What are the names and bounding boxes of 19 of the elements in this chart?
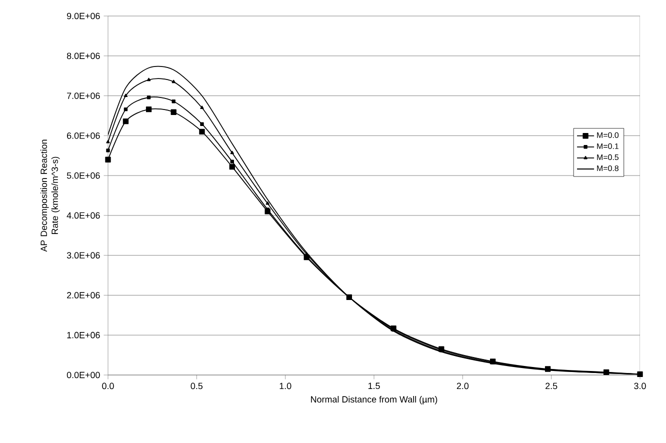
- x-tick-label: 0.5: [190, 382, 203, 390]
- y-tick-label: 3.0E+06: [66, 252, 100, 259]
- x-tick-label: 3.0: [634, 382, 646, 390]
- y-tick-label: 8.0E+06: [66, 52, 100, 60]
- y-tick-label: 7.0E+06: [67, 92, 100, 99]
- y-tick-label: 1.0E+06: [67, 332, 100, 338]
- x-tick-label: 2.0: [456, 382, 469, 390]
- x-tick-label: 1.0: [280, 382, 292, 390]
- x-tick-label: 1.5: [368, 382, 380, 390]
- x-tick-label: 2.5: [546, 382, 558, 390]
- y-tick-label: 2.0E+06: [67, 292, 100, 298]
- y-tick-label: 6.0E+06: [67, 132, 100, 139]
- x-axis-title: Normal Distance from Wall (µm): [311, 396, 438, 404]
- y-tick-label: 5.0E+06: [66, 172, 100, 179]
- x-tick-label: 0.0: [102, 382, 114, 390]
- y-axis-title: AP Decomposition Reaction Rate (kmole/m^3-s): [40, 140, 60, 252]
- y-tick-label: 9.0E+06: [66, 12, 100, 20]
- y-tick-label: 4.0E+06: [66, 212, 100, 219]
- y-tick-label: 0.0E+00: [66, 372, 100, 378]
